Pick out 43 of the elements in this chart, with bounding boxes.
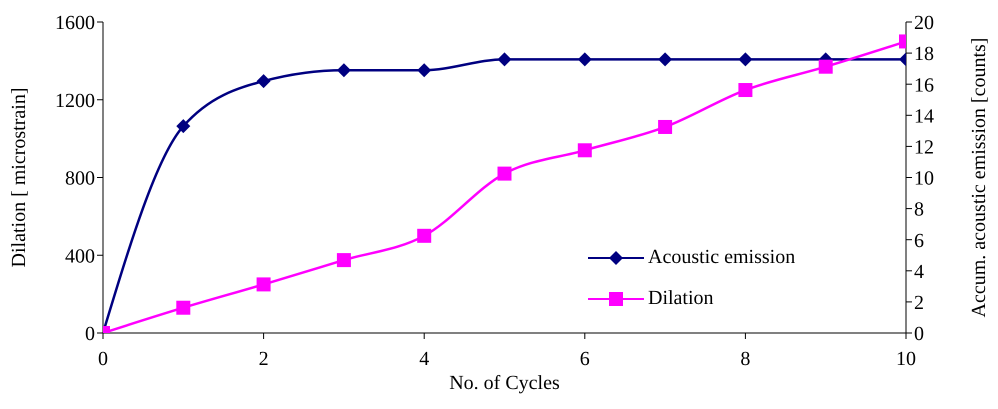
x-tick-label: 10 xyxy=(896,348,916,370)
legend-label: Acoustic emission xyxy=(648,246,796,269)
y-tick-label: 400 xyxy=(65,245,95,268)
y2-tick-label: 10 xyxy=(914,168,934,190)
y2-tick-label: 16 xyxy=(914,74,934,96)
x-tick-label: 2 xyxy=(258,348,269,370)
y2-tick-label: 6 xyxy=(914,230,924,252)
point xyxy=(658,52,672,66)
y-tick-label: 0 xyxy=(85,323,95,346)
y2-tick-label: 0 xyxy=(914,323,924,346)
y2-tick-label: 18 xyxy=(914,43,934,66)
point xyxy=(738,52,752,66)
x-tick-label: 4 xyxy=(419,348,430,370)
point xyxy=(176,119,190,134)
y2-tick-label: 20 xyxy=(914,12,934,34)
point xyxy=(658,120,672,134)
point xyxy=(336,253,351,268)
x-tick-label: 6 xyxy=(580,348,590,370)
point xyxy=(256,74,271,88)
y-tick-label: 800 xyxy=(65,168,95,190)
x-axis-title: No. of Cycles xyxy=(449,372,560,394)
y2-tick-label: 14 xyxy=(914,105,934,128)
point xyxy=(578,143,592,158)
point xyxy=(256,277,271,292)
point xyxy=(578,52,592,66)
y2-tick-label: 4 xyxy=(914,260,924,283)
point xyxy=(417,228,432,243)
y-axis-title: Dilation [ microstrain] xyxy=(8,88,30,268)
y-tick-label: 1200 xyxy=(55,90,95,112)
legend-label: Dilation xyxy=(648,287,714,310)
y2-tick-label: 2 xyxy=(914,292,924,314)
point xyxy=(336,63,351,78)
point xyxy=(417,63,432,78)
y2-tick-label: 12 xyxy=(914,136,934,158)
y2-axis-title: Accum. acoustic emission [counts] xyxy=(968,38,990,318)
point xyxy=(818,60,833,74)
point xyxy=(738,83,752,98)
y-tick-label: 1600 xyxy=(55,12,95,34)
point xyxy=(498,166,512,181)
point xyxy=(498,52,512,66)
point xyxy=(176,300,190,315)
y2-tick-label: 8 xyxy=(914,198,924,221)
x-tick-label: 8 xyxy=(740,348,750,370)
